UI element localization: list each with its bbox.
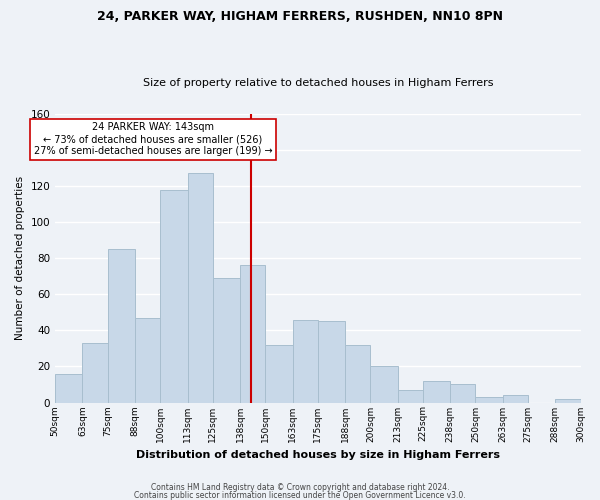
Bar bbox=[55, 374, 82, 402]
Bar bbox=[265, 345, 293, 403]
Bar bbox=[135, 318, 160, 402]
Text: Contains public sector information licensed under the Open Government Licence v3: Contains public sector information licen… bbox=[134, 490, 466, 500]
Bar bbox=[555, 399, 581, 402]
Bar bbox=[398, 390, 423, 402]
Text: 24, PARKER WAY, HIGHAM FERRERS, RUSHDEN, NN10 8PN: 24, PARKER WAY, HIGHAM FERRERS, RUSHDEN,… bbox=[97, 10, 503, 23]
Bar bbox=[108, 249, 135, 402]
Bar bbox=[475, 397, 503, 402]
Bar bbox=[345, 345, 370, 403]
X-axis label: Distribution of detached houses by size in Higham Ferrers: Distribution of detached houses by size … bbox=[136, 450, 500, 460]
Bar bbox=[370, 366, 398, 402]
Bar bbox=[160, 190, 188, 402]
Bar bbox=[82, 343, 108, 402]
Text: Contains HM Land Registry data © Crown copyright and database right 2024.: Contains HM Land Registry data © Crown c… bbox=[151, 484, 449, 492]
Bar bbox=[213, 278, 240, 402]
Text: 24 PARKER WAY: 143sqm
← 73% of detached houses are smaller (526)
27% of semi-det: 24 PARKER WAY: 143sqm ← 73% of detached … bbox=[34, 122, 272, 156]
Bar bbox=[188, 174, 213, 402]
Bar bbox=[240, 266, 265, 402]
Bar bbox=[318, 322, 345, 402]
Bar bbox=[293, 320, 318, 402]
Y-axis label: Number of detached properties: Number of detached properties bbox=[15, 176, 25, 340]
Bar bbox=[450, 384, 475, 402]
Bar bbox=[423, 381, 450, 402]
Title: Size of property relative to detached houses in Higham Ferrers: Size of property relative to detached ho… bbox=[143, 78, 493, 88]
Bar bbox=[503, 396, 528, 402]
